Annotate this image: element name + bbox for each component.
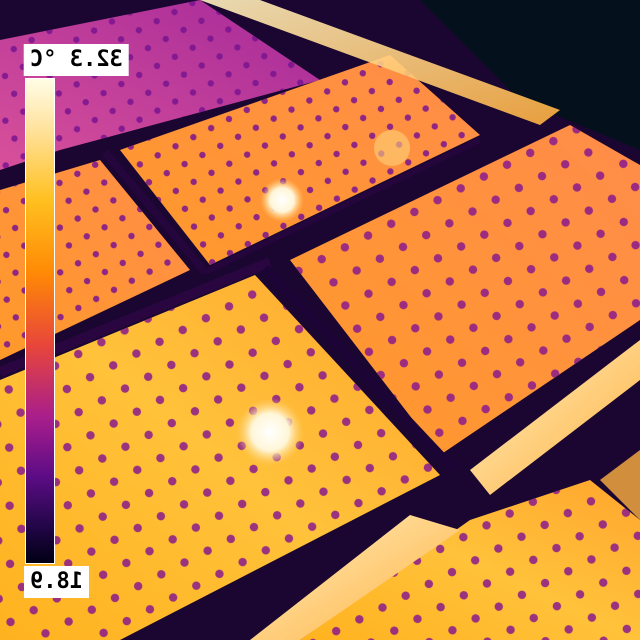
frame-rail-bottom — [250, 515, 460, 640]
min-temperature-label: 18.9 — [24, 566, 89, 598]
frame-rail-right — [470, 340, 640, 495]
sky-background — [420, 0, 640, 150]
frame-rail-top — [200, 0, 560, 125]
frame-rail-corner — [600, 450, 640, 520]
warm-cell — [374, 130, 410, 166]
hotspot-large — [236, 398, 304, 466]
max-temperature-label: 32.3 °C — [24, 44, 129, 76]
hotspot-small — [260, 178, 304, 222]
temperature-scale-bar — [25, 78, 55, 564]
